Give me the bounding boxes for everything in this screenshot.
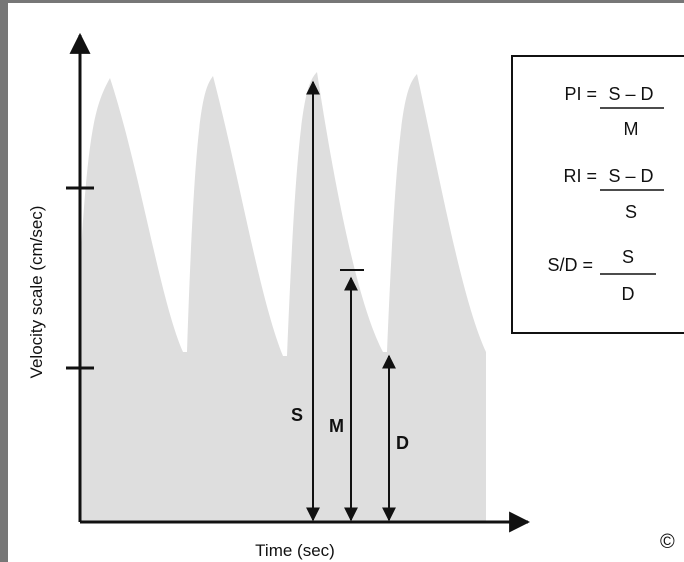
formula-ri-lhs: RI = — [563, 166, 597, 186]
systolic-label: S — [291, 405, 303, 425]
y-axis-label: Velocity scale (cm/sec) — [27, 206, 46, 379]
diastolic-label: D — [396, 433, 409, 453]
formula-sd-lhs: S/D = — [547, 255, 593, 275]
mean-label: M — [329, 416, 344, 436]
formula-sd: S/D = S D — [547, 247, 656, 304]
waveform-fill — [80, 72, 486, 522]
formula-ri-denominator: S — [625, 202, 637, 222]
copyright-symbol: © — [660, 531, 675, 553]
formula-pi-numerator: S – D — [608, 84, 653, 104]
formula-pi-denominator: M — [624, 119, 639, 139]
formula-sd-numerator: S — [622, 247, 634, 267]
formula-sd-denominator: D — [622, 284, 635, 304]
x-axis-label: Time (sec) — [255, 541, 335, 560]
formula-pi-lhs: PI = — [564, 84, 597, 104]
formula-ri: RI = S – D S — [563, 166, 664, 222]
formula-ri-numerator: S – D — [608, 166, 653, 186]
formula-box — [511, 55, 684, 334]
formula-pi: PI = S – D M — [564, 84, 664, 139]
